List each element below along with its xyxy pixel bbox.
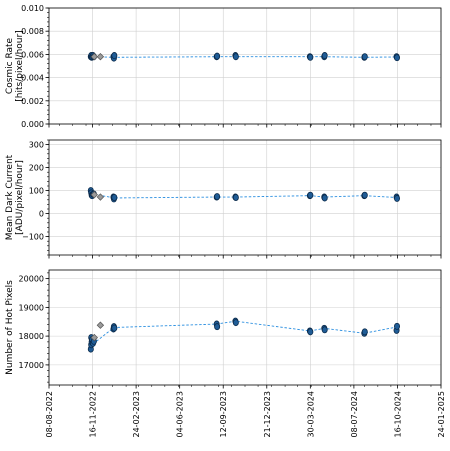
grid-lines [48,270,442,385]
data-point [232,319,239,327]
excluded-point [96,193,105,201]
trend-line [91,56,398,58]
axes-frame [48,139,442,256]
y-tick-label: 0.000 [21,120,44,129]
y-tick-label: 0.002 [21,97,44,106]
data-point [232,193,239,201]
data-point [111,324,118,332]
data-point [361,328,368,336]
data-point [321,326,328,334]
axes-frame [48,7,442,125]
x-tick-label: 12-09-2023 [219,391,228,438]
data-point [214,193,221,201]
y-axis-label: [ADU/pixel/hour] [15,160,25,235]
data-point [214,323,221,331]
x-tick-label: 16-11-2022 [89,391,98,438]
y-tick-label: 200 [29,164,44,173]
data-point [111,52,118,60]
y-tick-label: 19000 [19,303,44,312]
panel-1: 0.000 0.002 0.004 0.006 0.008 0.010 Cosmic Rat… [5,4,442,129]
x-tick-label: 24-01-2025 [437,391,446,438]
x-tick-label: 21-12-2023 [263,391,272,438]
x-tick-label: 08-07-2024 [350,391,359,438]
trend-line [90,320,398,348]
y-axis-label: Number of Hot Pixels [5,280,15,375]
data-point [232,53,239,61]
grid-lines [48,140,442,255]
x-tick-label: 24-02-2023 [132,391,141,438]
y-tick-label: 17000 [19,361,44,370]
y-tick-label: 0.010 [21,4,44,13]
data-point [321,194,328,202]
data-point [394,322,401,330]
data-point [307,328,314,336]
excluded-point [90,333,98,342]
grid-lines [48,7,442,125]
y-axis-label: Mean Dark Current [5,154,15,240]
data-point [307,53,314,61]
panel-3: 17000 18000 19000 20000 Number of Hot Pixels [5,269,442,389]
x-tick-label: 08-08-2022 [45,391,54,438]
trend-line [90,191,398,199]
excluded-point [90,53,98,61]
panel-2: −100 0 100 200 300 Mean Dark Current [ADU/pixe… [5,139,442,259]
y-tick-label: 0.008 [21,27,44,36]
x-axis-labels: 08-08-2022 16-11-2022 24-02-2023 04-06-2023… [45,391,446,438]
data-point [321,52,328,60]
y-tick-label: −100 [22,233,44,242]
y-axis-label: Cosmic Rate [5,37,15,94]
data-point [361,191,368,199]
excluded-point [90,191,98,199]
data-point [111,193,118,201]
axes-frame [48,269,442,386]
y-tick-label: 0 [39,210,44,219]
y-tick-label: 18000 [19,332,44,341]
x-tick-label: 30-03-2024 [306,391,315,438]
y-tick-label: 20000 [19,275,44,284]
data-point [394,194,401,202]
data-point [394,54,401,62]
x-tick-label: 04-06-2023 [176,391,185,438]
data-point [214,52,221,60]
y-axis-label: [hits/pixel/hour] [15,30,25,101]
data-point [307,191,314,199]
y-tick-label: 100 [29,187,44,196]
excluded-point [96,53,105,61]
excluded-point [96,321,105,329]
y-tick-label: 300 [29,141,44,150]
y-tick-label: 0.004 [21,74,44,83]
x-tick-label: 16-10-2024 [393,391,402,438]
data-point [361,53,368,61]
y-tick-label: 0.006 [21,50,44,59]
